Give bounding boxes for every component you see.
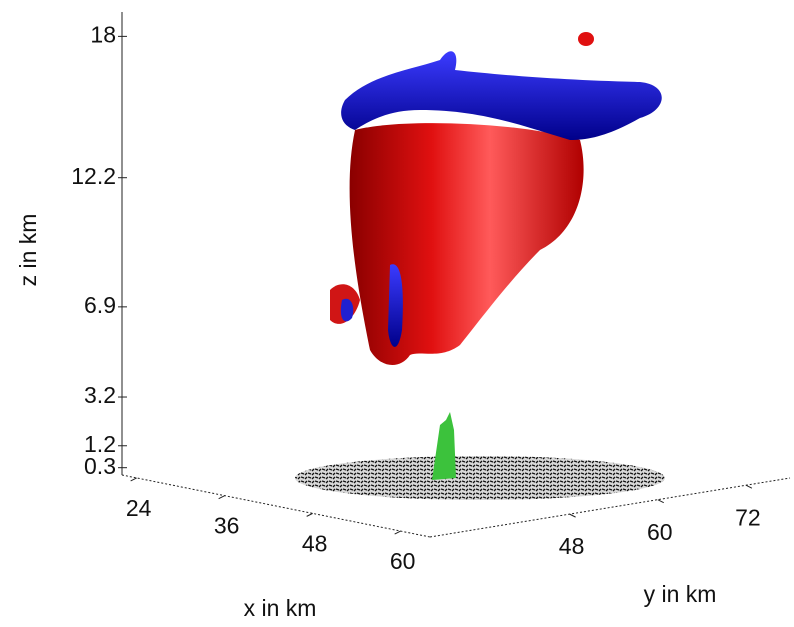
x-tick-label: 36 (214, 513, 240, 539)
green-surface (432, 412, 456, 480)
surface-field (295, 456, 665, 500)
z-tick-label: 18 (90, 21, 116, 47)
x-axis-label: x in km (244, 595, 317, 621)
x-tick (394, 530, 401, 535)
red-surface (578, 32, 594, 46)
y-tick-label: 72 (735, 504, 761, 530)
blue-surface (341, 51, 662, 140)
y-tick-label: 60 (647, 519, 673, 545)
x-tick (130, 477, 137, 482)
axes: 0.31.2 3.2 6.9 12.2 18 24 36 48 60 48 60 72 (71, 12, 791, 574)
z-axis-label: z in km (15, 214, 41, 287)
red-surface (349, 123, 584, 366)
z-tick-label: 3.2 (84, 382, 116, 408)
x-tick-label: 24 (126, 495, 152, 521)
z-tick-label: 0.3 (84, 453, 116, 479)
z-tick-label: 1.2 (84, 431, 116, 457)
y-tick (745, 484, 753, 489)
y-tick (657, 499, 664, 504)
y-axis (429, 477, 791, 538)
blue-surface (340, 298, 354, 322)
y-tick-label: 48 (559, 533, 585, 559)
x-tick (218, 495, 225, 500)
x-tick (306, 512, 313, 517)
z-tick-label: 12.2 (71, 163, 116, 189)
y-axis-label: y in km (644, 581, 717, 607)
x-tick-label: 48 (302, 530, 328, 556)
isosurfaces (295, 32, 665, 500)
x-axis (121, 474, 431, 538)
z-tick-label: 6.9 (84, 292, 116, 318)
y-tick (569, 513, 576, 518)
x-tick-label: 60 (390, 548, 416, 574)
blue-surface (388, 264, 403, 347)
